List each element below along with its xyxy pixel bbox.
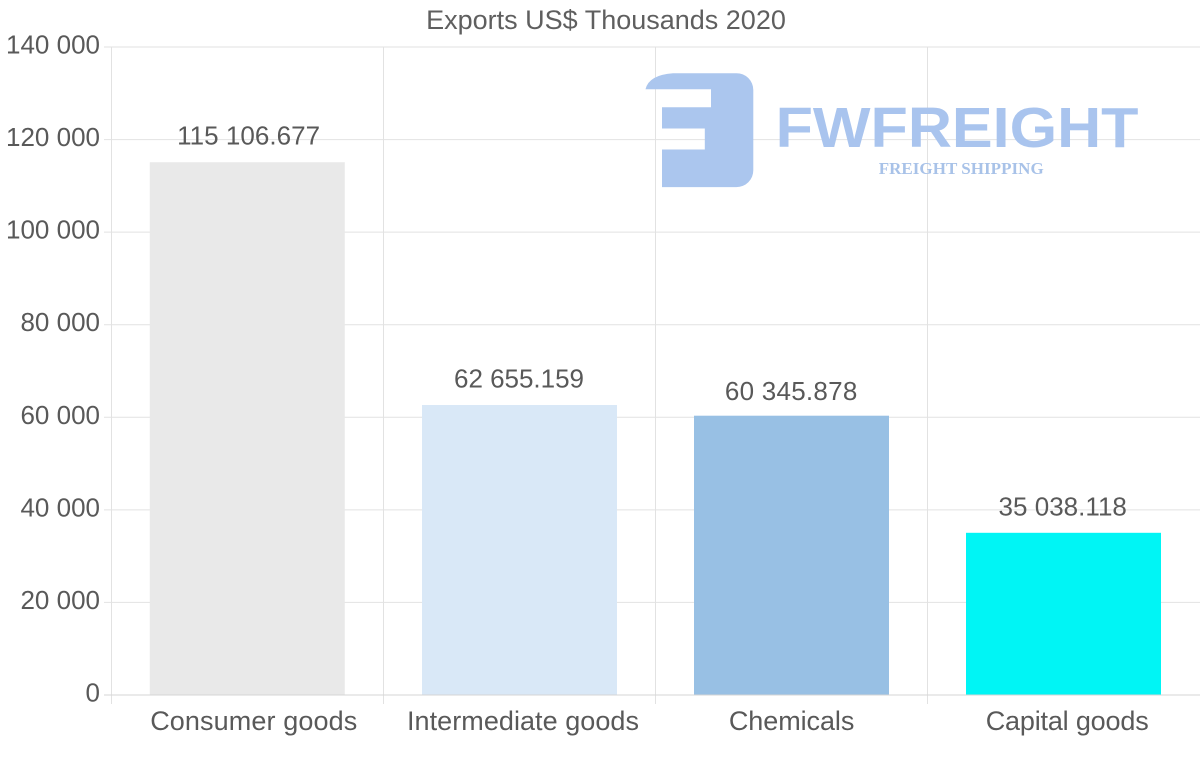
svg-text:FREIGHT SHIPPING: FREIGHT SHIPPING — [879, 159, 1044, 178]
svg-text:Chemicals: Chemicals — [729, 706, 855, 736]
svg-text:60 345.878: 60 345.878 — [725, 376, 857, 406]
svg-text:0: 0 — [86, 678, 100, 708]
svg-text:115 106.677: 115 106.677 — [177, 120, 320, 150]
svg-text:FWFREIGHT: FWFREIGHT — [776, 96, 1139, 160]
svg-text:140 000: 140 000 — [6, 30, 100, 60]
svg-text:40 000: 40 000 — [20, 492, 100, 522]
svg-text:62 655.159: 62 655.159 — [454, 363, 584, 393]
svg-text:Consumer goods: Consumer goods — [150, 706, 357, 736]
svg-text:60 000: 60 000 — [20, 400, 100, 430]
svg-text:80 000: 80 000 — [20, 307, 100, 337]
svg-text:100 000: 100 000 — [6, 215, 100, 245]
svg-text:Intermediate goods: Intermediate goods — [407, 706, 639, 736]
svg-text:35 038.118: 35 038.118 — [999, 492, 1127, 522]
svg-text:120 000: 120 000 — [6, 122, 100, 152]
svg-text:Capital goods: Capital goods — [986, 706, 1149, 736]
svg-text:Exports US$ Thousands 2020: Exports US$ Thousands 2020 — [426, 5, 786, 35]
svg-text:20 000: 20 000 — [20, 585, 100, 615]
